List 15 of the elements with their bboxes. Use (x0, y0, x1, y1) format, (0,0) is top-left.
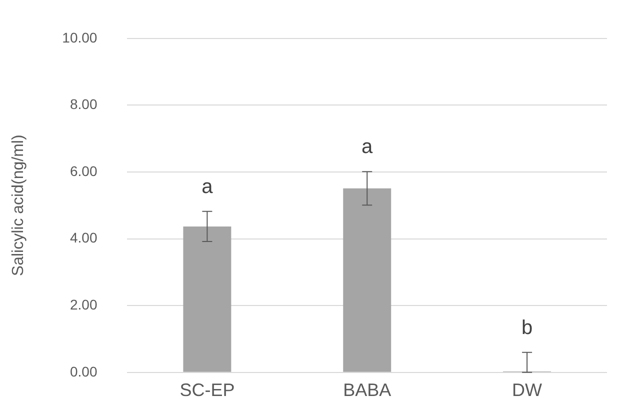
y-tick-label: 0.00 (70, 363, 98, 380)
y-tick-label: 2.00 (70, 296, 98, 312)
annotation: b (521, 316, 533, 339)
bar (183, 226, 232, 372)
annotation: a (202, 176, 214, 198)
y-tick-label: 8.00 (70, 96, 98, 112)
y-tick-label: 6.00 (70, 162, 98, 179)
y-axis-title: Salicylic acid(ng/ml) (10, 134, 28, 276)
x-tick-label: DW (512, 380, 542, 400)
x-tick-label: BABA (343, 380, 392, 400)
x-tick-label: SC-EP (180, 380, 235, 400)
bar (343, 188, 392, 372)
y-tick-label: 10.00 (62, 29, 98, 46)
y-tick-label: 4.00 (70, 230, 98, 246)
annotation: a (362, 136, 374, 158)
